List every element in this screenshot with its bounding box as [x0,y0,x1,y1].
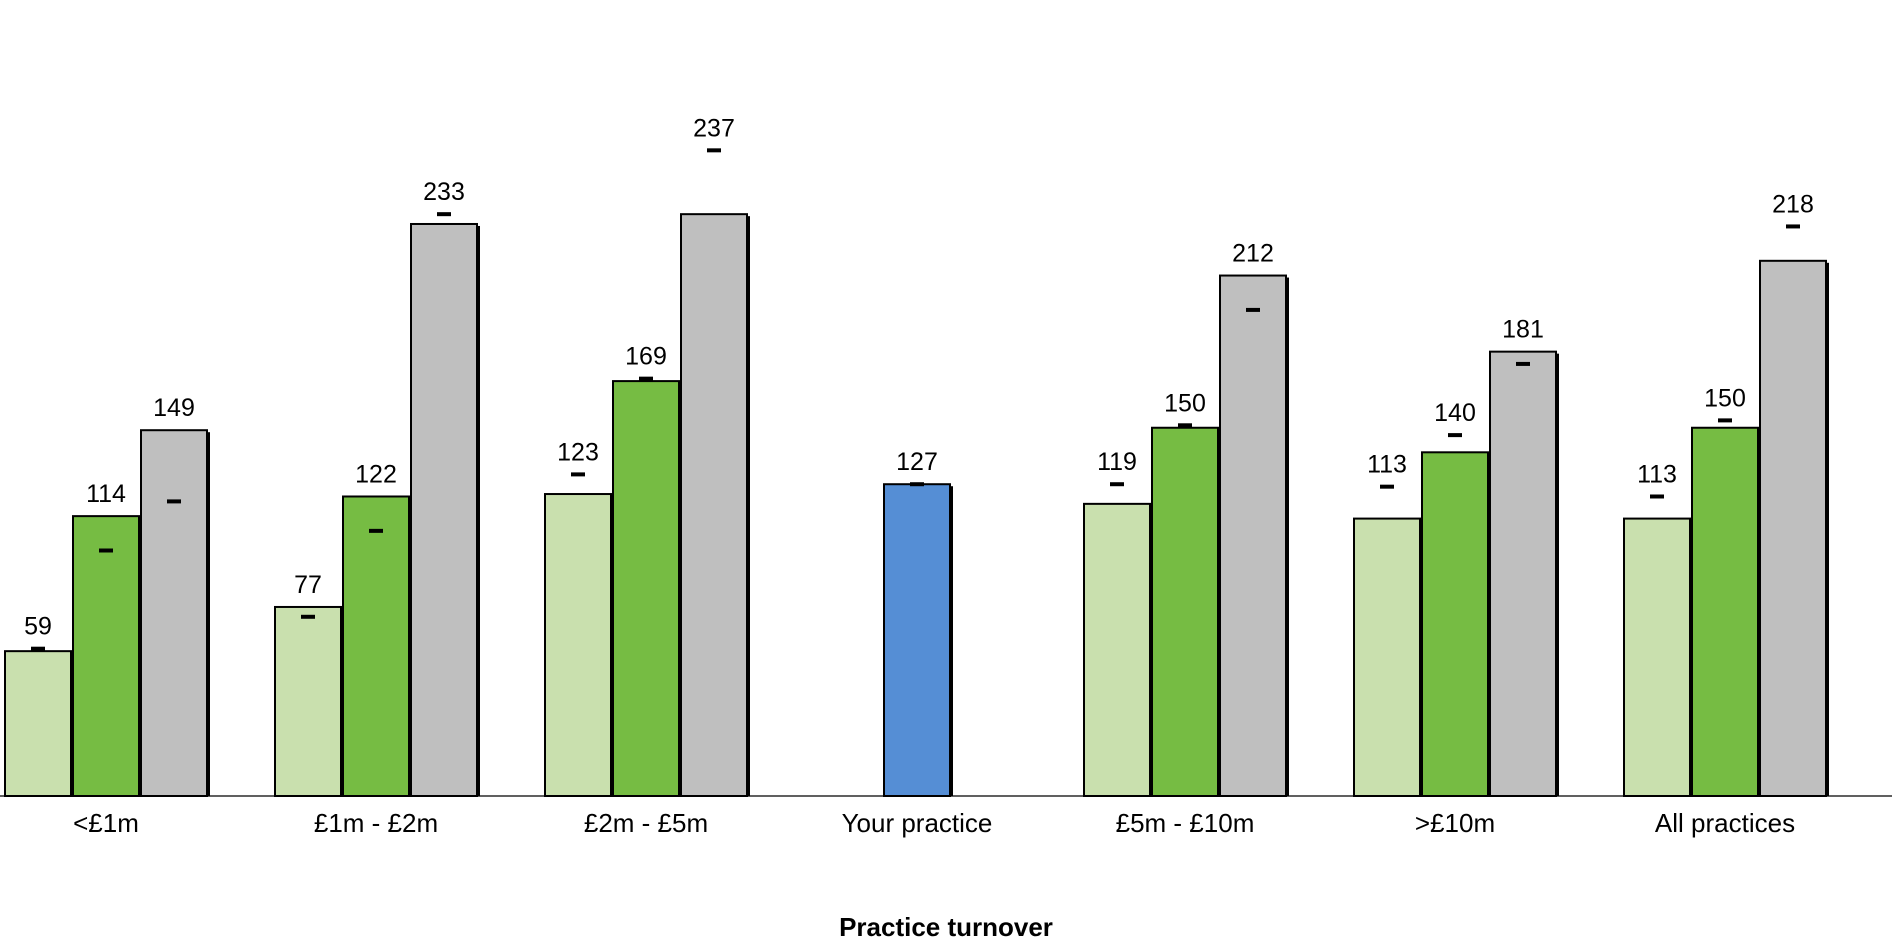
value-label: 237 [693,114,735,142]
x-tick-label-your-practice: Your practice [842,808,993,838]
bar-upper [680,213,748,798]
value-label: 59 [24,613,52,641]
bar-lower [274,605,342,798]
marker-dash [1110,482,1124,487]
marker-dash [571,472,585,477]
x-tick-label-2m-5m: £2m - £5m [584,808,708,838]
bars-layer [4,213,1829,798]
value-label: 127 [896,448,938,476]
value-label: 122 [355,460,397,488]
bar-upper [140,429,208,797]
value-label: 113 [1367,451,1407,479]
marker-dash [1786,224,1800,229]
bar-lower [1083,502,1151,797]
value-label: 113 [1637,460,1677,488]
marker-dash [1178,423,1192,428]
bar-median [612,380,680,797]
markers-layer [31,148,1800,651]
bar-median [72,515,140,797]
bar-upper [1219,274,1287,798]
bar-median [342,495,410,797]
bar-median [1421,451,1489,797]
marker-dash [167,499,181,504]
value-label: 181 [1502,316,1544,344]
value-label: 140 [1434,399,1476,427]
value-label: 119 [1097,448,1137,476]
marker-dash [31,646,45,651]
value-label: 218 [1772,190,1814,218]
marker-dash [639,376,653,381]
bar-median [1151,426,1219,797]
x-tick-label-1m: <£1m [73,808,139,838]
marker-dash [369,528,383,533]
bar-lower [4,650,72,798]
bar-lower [544,493,612,797]
x-axis-title: Practice turnover [839,912,1053,941]
marker-dash [1516,361,1530,366]
x-tick-label-1m-2m: £1m - £2m [314,808,438,838]
marker-dash [1246,307,1260,312]
value-labels-layer: 59 114 149 77 122 233 123 169 237 127 119 150 212 113… [24,114,1814,640]
value-label: 149 [153,394,195,422]
bar-upper [1759,259,1827,797]
value-label: 123 [557,438,599,466]
value-label: 150 [1704,384,1746,412]
bar-upper [1489,350,1557,797]
x-tick-labels-layer: <£1m £1m - £2m £2m - £5m Your practice £5m -… [73,808,1795,838]
bar-upper [410,222,478,798]
x-tick-label-5m-10m: £5m - £10m [1116,808,1255,838]
value-label: 233 [423,178,465,206]
marker-dash [707,148,721,153]
x-tick-label-all-practices: All practices [1655,808,1795,838]
marker-dash [1650,494,1664,499]
marker-dash [437,212,451,217]
marker-dash [1718,418,1732,423]
value-label: 150 [1164,389,1206,417]
bar-practice [883,483,951,797]
marker-dash [1380,484,1394,489]
marker-dash [1448,433,1462,438]
bar-lower [1353,517,1421,798]
marker-dash [99,548,113,553]
value-label: 77 [294,571,322,599]
x-tick-label-10m: >£10m [1415,808,1495,838]
value-label: 114 [86,480,126,508]
value-label: 169 [625,343,667,371]
marker-dash [301,614,315,619]
bar-lower [1623,517,1691,798]
bar-median [1691,426,1759,797]
marker-dash [910,482,924,487]
value-label: 212 [1232,240,1274,268]
